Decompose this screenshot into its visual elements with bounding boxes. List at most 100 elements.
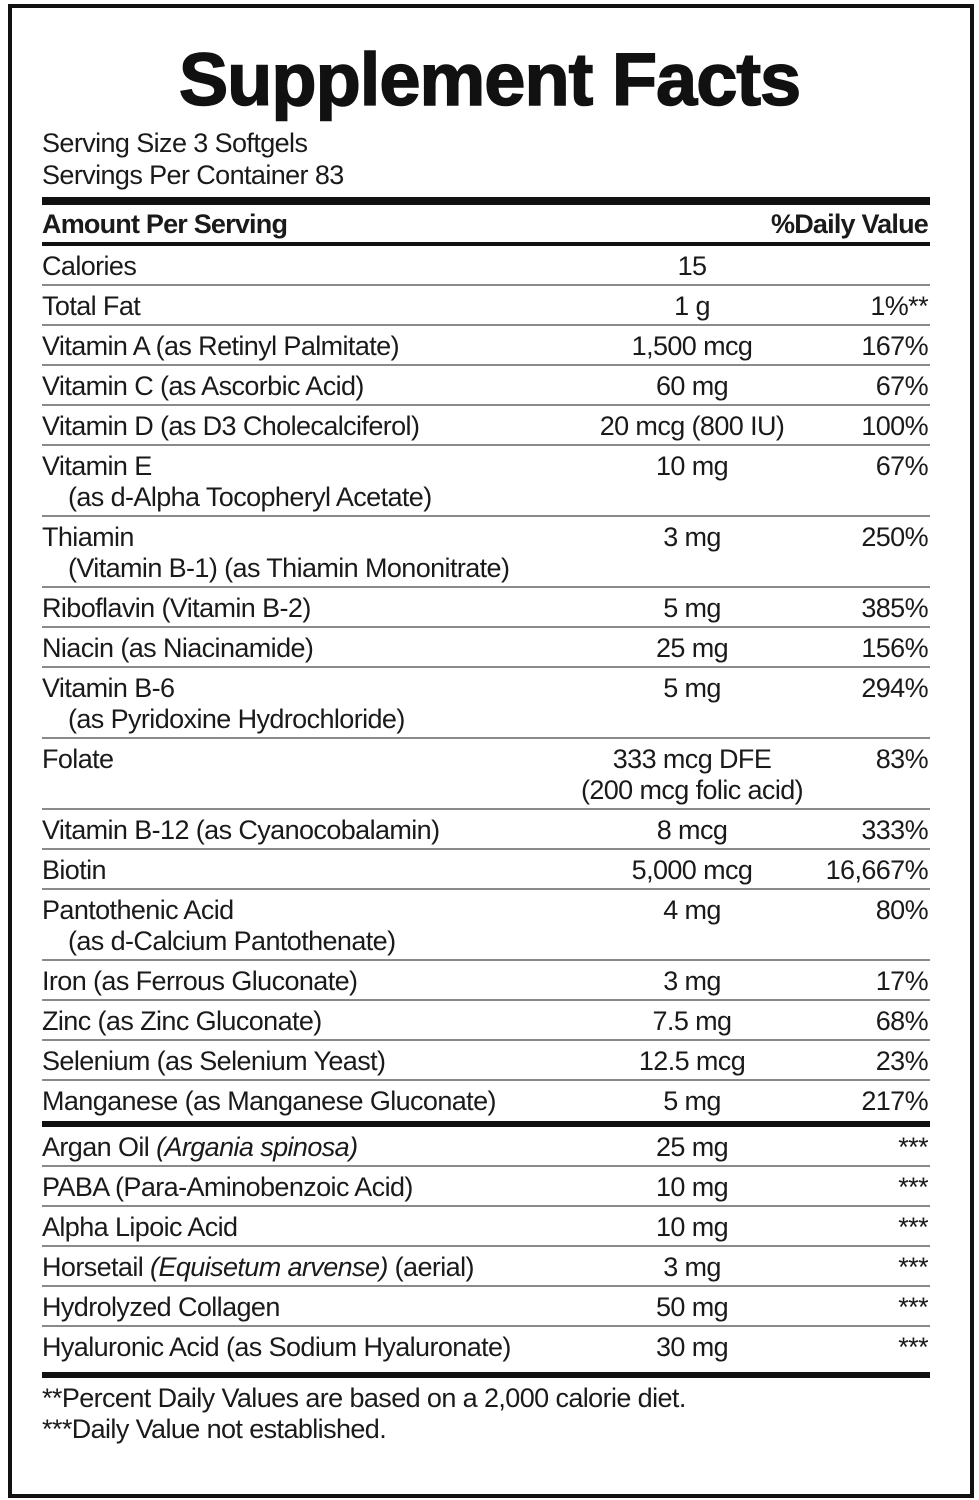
nutrient-name: Iron (as Ferrous Gluconate)	[42, 965, 358, 997]
daily-value: ***	[898, 1212, 928, 1242]
nutrient-name: Total Fat	[42, 290, 141, 322]
nutrient-name-text: Riboflavin (Vitamin B-2)	[42, 593, 311, 623]
amount-per-serving-label: Amount Per Serving	[42, 209, 288, 239]
table-header: Amount Per Serving %Daily Value	[42, 206, 929, 242]
nutrient-name-text: Vitamin B-6	[42, 673, 175, 703]
nutrient-amount: 20 mcg (800 IU)	[599, 411, 785, 441]
nutrient-source: (as d-Alpha Tocopheryl Acetate)	[68, 482, 432, 512]
nutrient-amount: 5 mg	[663, 673, 721, 703]
nutrient-amount: 3 mg	[663, 522, 721, 552]
table-row: Riboflavin (Vitamin B-2) 5 mg 385%	[42, 588, 930, 628]
nutrient-name-text: Hyaluronic Acid (as Sodium Hyaluronate)	[42, 1332, 511, 1362]
nutrient-amount: 333 mcg DFE	[612, 744, 772, 774]
daily-value: 80%	[875, 895, 929, 925]
nutrient-name: Hyaluronic Acid (as Sodium Hyaluronate)	[42, 1331, 511, 1363]
table-row: Niacin (as Niacinamide) 25 mg 156%	[42, 628, 930, 668]
table-row: Calories 15	[42, 246, 930, 286]
daily-value: 67%	[875, 451, 929, 481]
nutrient-amount: 3 mg	[663, 1252, 721, 1282]
nutrient-source: (as d-Calcium Pantothenate)	[68, 926, 396, 956]
thick-divider	[42, 1372, 930, 1378]
nutrient-amount: 5,000 mcg	[631, 855, 753, 885]
table-row: Thiamin (Vitamin B-1) (as Thiamin Mononit…	[42, 517, 930, 588]
nutrient-name: PABA (Para-Aminobenzoic Acid)	[42, 1171, 413, 1203]
daily-value: 167%	[861, 331, 928, 361]
nutrient-name-text: Vitamin E	[42, 451, 152, 481]
daily-value: 16,667%	[825, 855, 929, 885]
daily-value: 1%**	[870, 291, 928, 321]
daily-value: 217%	[861, 1086, 928, 1116]
table-row: Vitamin A (as Retinyl Palmitate) 1,500 mc…	[42, 326, 930, 366]
nutrient-name: Niacin (as Niacinamide)	[42, 632, 314, 664]
nutrient-amount: 15	[677, 251, 707, 281]
nutrient-name-text: Biotin	[42, 855, 107, 885]
nutrient-amount: 60 mg	[655, 371, 729, 401]
nutrient-name: Vitamin B-12 (as Cyanocobalamin)	[42, 814, 440, 846]
nutrient-name: Zinc (as Zinc Gluconate)	[42, 1005, 322, 1037]
nutrient-name: Argan Oil (Argania spinosa)	[42, 1131, 358, 1163]
table-row: Iron (as Ferrous Gluconate) 3 mg 17%	[42, 961, 930, 1001]
nutrient-name: Thiamin	[42, 521, 134, 553]
table-row: Hyaluronic Acid (as Sodium Hyaluronate) 3…	[42, 1327, 930, 1367]
daily-value: 333%	[861, 815, 928, 845]
nutrient-name: Vitamin E	[42, 450, 152, 482]
thick-divider	[42, 1121, 930, 1127]
nutrient-amount: 25 mg	[655, 1132, 729, 1162]
daily-value: 17%	[875, 966, 929, 996]
table-row: Total Fat 1 g 1%**	[42, 286, 930, 326]
nutrient-name-text: Iron (as Ferrous Gluconate)	[42, 966, 358, 996]
daily-value: 100%	[861, 411, 928, 441]
nutrient-latin-name: (Equisetum arvense)	[150, 1252, 388, 1282]
nutrient-name-text: Total Fat	[42, 291, 141, 321]
daily-value: 250%	[861, 522, 928, 552]
table-row: Horsetail (Equisetum arvense) (aerial) 3 …	[42, 1247, 930, 1287]
nutrient-name: Horsetail (Equisetum arvense) (aerial)	[42, 1251, 474, 1283]
daily-value: ***	[898, 1132, 928, 1162]
table-row: Biotin 5,000 mcg 16,667%	[42, 850, 930, 890]
nutrient-amount: 10 mg	[655, 451, 729, 481]
table-row: Zinc (as Zinc Gluconate) 7.5 mg 68%	[42, 1001, 930, 1041]
nutrient-name: Vitamin A (as Retinyl Palmitate)	[42, 330, 400, 362]
table-row: Hydrolyzed Collagen 50 mg ***	[42, 1287, 930, 1327]
table-row: Vitamin B-6 (as Pyridoxine Hydrochloride)…	[42, 668, 930, 739]
nutrient-amount: 25 mg	[655, 633, 729, 663]
nutrient-name-text: Selenium (as Selenium Yeast)	[42, 1046, 386, 1076]
footnote-not-established: ***Daily Value not established.	[42, 1414, 387, 1444]
nutrient-name: Folate	[42, 743, 114, 775]
nutrient-amount-detail: (200 mcg folic acid)	[580, 775, 804, 805]
table-row: Selenium (as Selenium Yeast) 12.5 mcg 23%	[42, 1041, 930, 1081]
table-row: Vitamin B-12 (as Cyanocobalamin) 8 mcg 333…	[42, 810, 930, 850]
thick-divider	[42, 197, 930, 205]
nutrient-name-text: Vitamin B-12 (as Cyanocobalamin)	[42, 815, 440, 845]
label-border	[8, 4, 974, 1498]
nutrient-name-text: Hydrolyzed Collagen	[42, 1292, 280, 1322]
nutrient-name-text: Calories	[42, 251, 137, 281]
nutrient-name: Pantothenic Acid	[42, 894, 234, 926]
nutrient-amount: 3 mg	[663, 966, 721, 996]
nutrient-amount: 30 mg	[655, 1332, 729, 1362]
daily-value: ***	[898, 1332, 928, 1362]
table-row: Vitamin E (as d-Alpha Tocopheryl Acetate)…	[42, 446, 930, 517]
nutrient-name-text: Zinc (as Zinc Gluconate)	[42, 1006, 322, 1036]
daily-value: 68%	[875, 1006, 929, 1036]
nutrient-name: Vitamin C (as Ascorbic Acid)	[42, 370, 364, 402]
nutrient-name-text: Manganese (as Manganese Gluconate)	[42, 1086, 497, 1116]
nutrient-name: Vitamin B-6	[42, 672, 175, 704]
nutrient-amount: 7.5 mg	[652, 1006, 733, 1036]
daily-value: 294%	[861, 673, 928, 703]
table-row: Manganese (as Manganese Gluconate) 5 mg 21…	[42, 1081, 930, 1121]
header-divider	[42, 242, 930, 246]
daily-value: ***	[898, 1252, 928, 1282]
daily-value: 83%	[875, 744, 929, 774]
nutrient-name-text: Thiamin	[42, 522, 134, 552]
nutrient-name: Alpha Lipoic Acid	[42, 1211, 238, 1243]
nutrient-name-text: Argan Oil	[42, 1132, 157, 1162]
nutrient-name: Manganese (as Manganese Gluconate)	[42, 1085, 497, 1117]
daily-value: 156%	[861, 633, 928, 663]
daily-value: 67%	[875, 371, 929, 401]
nutrient-name-text: Vitamin A (as Retinyl Palmitate)	[42, 331, 400, 361]
nutrient-name-text: Pantothenic Acid	[42, 895, 234, 925]
daily-value-label: %Daily Value	[771, 209, 929, 239]
daily-value: ***	[898, 1172, 928, 1202]
table-row: Vitamin C (as Ascorbic Acid) 60 mg 67%	[42, 366, 930, 406]
